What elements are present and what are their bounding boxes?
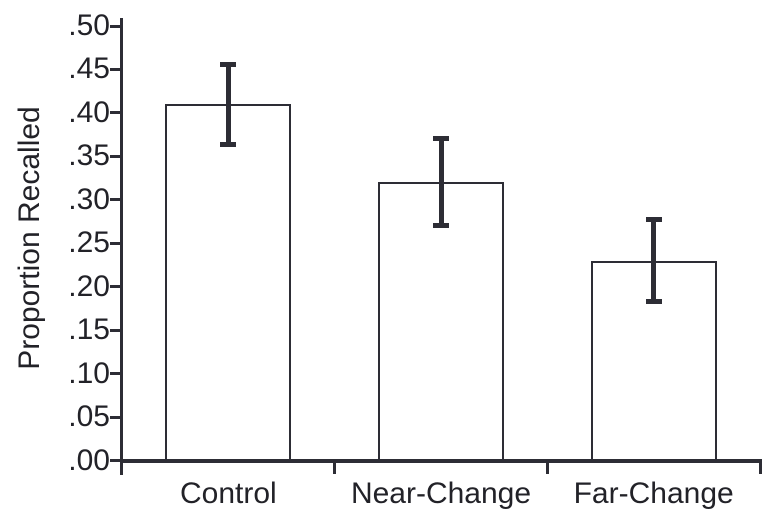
y-tick-label: .00 xyxy=(68,443,110,477)
y-tick-label: .20 xyxy=(68,269,110,303)
y-tick-label: .50 xyxy=(68,9,110,42)
y-tick xyxy=(110,328,120,332)
y-tick xyxy=(110,111,120,115)
y-tick xyxy=(110,198,120,202)
y-tick-label: .25 xyxy=(68,226,110,260)
y-tick xyxy=(110,415,120,419)
error-bar-cap-bottom xyxy=(645,298,662,304)
x-tick xyxy=(545,461,549,474)
y-tick-label: .30 xyxy=(68,182,110,216)
y-tick xyxy=(110,241,120,245)
error-bar-cap-bottom xyxy=(433,223,449,229)
error-bar-line xyxy=(438,138,444,226)
error-bar-line xyxy=(225,64,231,145)
error-bar-cap-bottom xyxy=(220,141,237,147)
x-axis-line xyxy=(119,459,762,463)
y-tick xyxy=(110,285,120,289)
y-tick xyxy=(110,67,120,71)
y-tick xyxy=(110,154,120,158)
y-axis-line xyxy=(119,18,123,475)
y-tick-label: .35 xyxy=(68,139,110,173)
error-bar-line xyxy=(651,219,657,302)
y-tick-label: .40 xyxy=(68,95,110,129)
y-tick-label: .15 xyxy=(68,313,110,347)
x-tick xyxy=(333,461,337,474)
y-tick-label: .05 xyxy=(68,400,110,434)
bar xyxy=(165,104,292,463)
x-category-label: Control xyxy=(179,477,277,510)
y-tick xyxy=(110,372,120,376)
bar xyxy=(378,182,504,463)
y-axis-title: Proportion Recalled xyxy=(13,106,46,370)
y-tick-label: .45 xyxy=(68,52,110,86)
x-tick xyxy=(758,461,762,474)
y-tick xyxy=(110,24,120,28)
error-bar-cap-top xyxy=(433,136,449,142)
y-tick-label: .10 xyxy=(68,356,110,390)
error-bar-cap-top xyxy=(220,61,237,67)
error-bar-cap-top xyxy=(645,217,662,223)
y-tick xyxy=(110,459,120,462)
x-category-label: Near-Change xyxy=(350,477,532,510)
x-category-label: Far-Change xyxy=(573,477,734,510)
